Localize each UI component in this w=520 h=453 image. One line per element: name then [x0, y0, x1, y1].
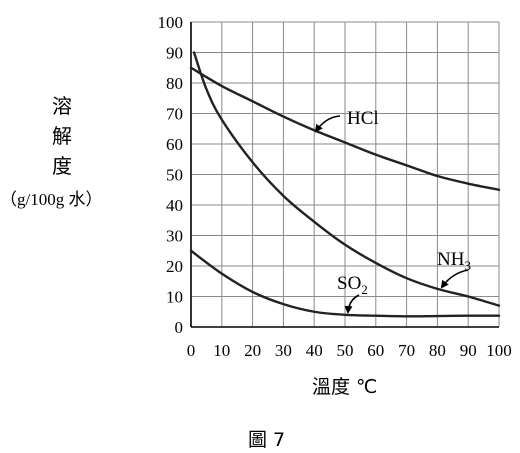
series-label-so2: SO2	[337, 273, 368, 297]
series-label-main: NH	[437, 249, 465, 270]
y-tick-label-90: 90	[166, 44, 183, 63]
x-tick-label-100: 100	[486, 341, 512, 360]
x-tick-label-10: 10	[213, 341, 230, 360]
x-tick-label-20: 20	[244, 341, 261, 360]
y-tick-label-80: 80	[166, 74, 183, 93]
annotation-arrow-nh3	[440, 269, 469, 289]
x-tick-label-90: 90	[460, 341, 477, 360]
y-axis-unit-label: （g/100g 水）	[0, 190, 103, 209]
series-label-subscript: 2	[361, 282, 368, 297]
y-tick-label-30: 30	[166, 227, 183, 246]
y-tick-label-40: 40	[166, 196, 183, 215]
x-tick-label-0: 0	[187, 341, 196, 360]
series-line-so2	[189, 249, 501, 318]
y-tick-label-100: 100	[158, 13, 184, 32]
y-tick-label-60: 60	[166, 135, 183, 154]
annotations: HCl NH3 SO2	[314, 108, 471, 314]
x-tick-label-40: 40	[306, 341, 323, 360]
series-label-subscript: 3	[464, 258, 471, 273]
annotation-arrow-so2	[344, 294, 360, 314]
series-label-main: HCl	[347, 108, 379, 129]
series-label-main: SO	[337, 273, 361, 294]
y-axis-label-char-3: 度	[52, 154, 72, 178]
axes	[190, 22, 499, 328]
y-tick-label-0: 0	[175, 318, 184, 337]
tick-labels: 0 10 20 30 40 50 60 70 80 90 100 0 10 20 30 40 50 60 70 80 9…	[158, 13, 512, 360]
y-tick-label-20: 20	[166, 257, 183, 276]
series-lines	[189, 51, 501, 318]
series-label-nh3: NH3	[437, 249, 471, 273]
y-axis-label-char-1: 溶	[52, 94, 72, 118]
y-tick-label-50: 50	[166, 166, 183, 185]
y-tick-label-70: 70	[166, 105, 183, 124]
x-tick-label-50: 50	[337, 341, 354, 360]
series-line-nh3	[192, 51, 501, 307]
figure-caption: 圖 7	[248, 429, 286, 451]
series-line-hcl	[189, 66, 501, 191]
x-tick-label-30: 30	[275, 341, 292, 360]
series-label-hcl: HCl	[347, 108, 379, 129]
x-axis-label: 溫度 ℃	[312, 376, 378, 398]
y-tick-label-10: 10	[166, 288, 183, 307]
x-tick-label-60: 60	[367, 341, 384, 360]
annotation-arrow-hcl	[314, 115, 341, 133]
x-tick-label-80: 80	[429, 341, 446, 360]
x-tick-label-70: 70	[398, 341, 415, 360]
y-axis-label-char-2: 解	[52, 124, 72, 148]
